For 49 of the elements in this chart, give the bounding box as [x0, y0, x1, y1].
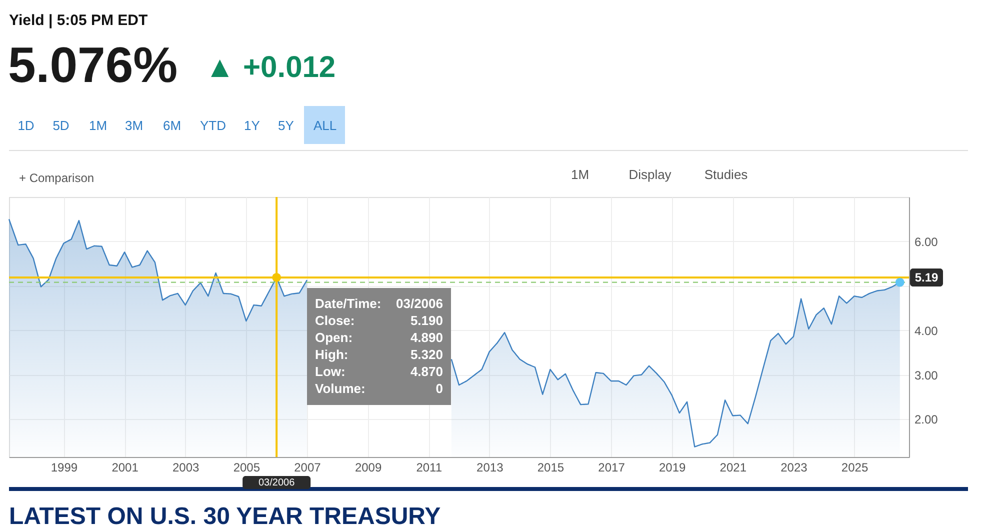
- x-tick-label: 2023: [780, 460, 808, 474]
- x-tick-label: 2013: [476, 460, 504, 474]
- annotation: 03/2006: [396, 296, 443, 311]
- text: LATEST ON U.S. 30 YEAR TREASURY: [9, 503, 441, 530]
- x-tick-label: 2015: [537, 460, 564, 474]
- annotation: 4.870: [410, 364, 443, 379]
- x-tick-label: 2021: [720, 460, 747, 474]
- text: Studies: [704, 167, 748, 182]
- x-tick-label: 2007: [294, 460, 322, 474]
- x-tick-label: 2025: [841, 460, 868, 474]
- text: 1Y: [244, 118, 260, 133]
- annotation: Date/Time:: [315, 296, 382, 311]
- text: 3M: [124, 118, 144, 133]
- y-tick-label: 6.00: [914, 234, 938, 249]
- ref-line-label: 03/2006: [258, 478, 296, 488]
- text: 1M: [88, 118, 108, 133]
- x-tick-label: 2017: [598, 460, 626, 474]
- x-tick-label: 2005: [233, 460, 260, 474]
- annotation: Volume:: [315, 381, 366, 396]
- y-tick-label: 3.00: [914, 368, 938, 382]
- annotation: 4.890: [410, 330, 443, 345]
- text: ALL: [313, 118, 337, 133]
- annotation: Low:: [315, 364, 346, 379]
- annotation: Open:: [315, 330, 353, 345]
- y-tick-label: 2.00: [914, 412, 938, 427]
- text: 1D: [18, 118, 34, 133]
- annotation: 0: [436, 381, 443, 396]
- annotation: Close:: [315, 313, 355, 328]
- text: YTD: [200, 118, 226, 133]
- ref-line-label: 5.19: [914, 270, 938, 284]
- y-tick-label: 4.00: [914, 324, 938, 338]
- annotation: 5.190: [410, 313, 443, 328]
- chart-title: Yield | 5:05 PM EDT: [9, 12, 148, 29]
- x-tick-label: 2009: [354, 460, 382, 474]
- x-tick-label: 2003: [172, 460, 200, 474]
- annotation: 5.320: [410, 347, 443, 362]
- text: Display: [628, 167, 672, 182]
- annotation: High:: [315, 347, 348, 362]
- text: 6M: [162, 118, 182, 133]
- chart-subtitle: 5.076%: [8, 37, 178, 93]
- text: ▲ +0.012: [205, 51, 336, 84]
- text: 5Y: [278, 118, 294, 133]
- x-tick-label: 2011: [416, 460, 442, 474]
- text: + Comparison: [19, 171, 94, 185]
- text: 1M: [570, 167, 590, 182]
- x-tick-label: 1999: [50, 460, 78, 474]
- x-tick-label: 2019: [658, 460, 686, 474]
- text: 5D: [52, 118, 70, 133]
- x-tick-label: 2001: [112, 460, 139, 474]
